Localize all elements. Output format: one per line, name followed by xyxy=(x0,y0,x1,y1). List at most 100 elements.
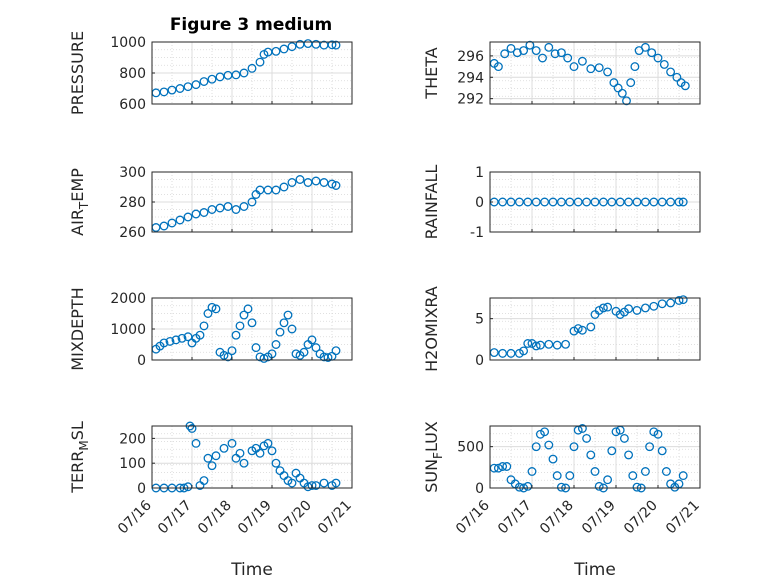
data-point xyxy=(223,352,233,362)
data-point xyxy=(657,299,667,309)
data-point xyxy=(632,482,642,492)
data-point xyxy=(287,178,297,187)
y-tick-label: 800 xyxy=(119,66,146,82)
data-point xyxy=(323,353,333,362)
y-tick-label: 294 xyxy=(457,70,484,86)
data-point xyxy=(177,333,187,343)
data-point xyxy=(624,450,634,460)
data-point xyxy=(645,442,655,452)
data-point xyxy=(594,481,604,491)
data-point xyxy=(187,424,197,433)
data-point xyxy=(649,301,659,311)
data-point xyxy=(512,48,522,58)
data-point xyxy=(231,330,241,340)
data-point xyxy=(219,350,229,360)
axes-box xyxy=(489,297,701,361)
data-point xyxy=(659,59,669,69)
data-point xyxy=(299,347,309,357)
data-point xyxy=(640,303,650,313)
data-point xyxy=(199,208,209,217)
data-point xyxy=(657,446,667,456)
data-point xyxy=(199,77,209,86)
data-point xyxy=(569,62,579,72)
data-point xyxy=(544,440,554,450)
data-point xyxy=(531,442,541,452)
panel-6: 0 5 H2OMIXRA xyxy=(422,286,701,372)
data-point xyxy=(640,42,650,52)
x-tick-label: 07/19 xyxy=(235,498,275,538)
data-point xyxy=(167,85,177,95)
data-point xyxy=(603,475,613,485)
panel-1: 600 800 1000 PRESSURE xyxy=(68,31,353,115)
data-point xyxy=(577,56,587,66)
data-point xyxy=(540,427,550,437)
data-point xyxy=(594,63,604,73)
data-point xyxy=(603,302,613,312)
y-axis-label: AIRTEMP xyxy=(68,168,91,236)
data-point xyxy=(544,42,554,52)
data-point xyxy=(159,338,169,348)
data-point xyxy=(307,481,317,490)
data-point xyxy=(295,175,305,184)
data-point xyxy=(523,197,533,207)
y-tick-label: 260 xyxy=(119,225,146,241)
data-point xyxy=(275,327,285,337)
y-axis-label: H2OMIXRA xyxy=(422,286,441,372)
y-axis-label: THETA xyxy=(422,47,441,99)
data-point xyxy=(582,197,592,207)
data-point xyxy=(171,335,181,345)
data-point xyxy=(630,62,640,72)
data-point xyxy=(535,340,545,350)
data-point xyxy=(243,304,253,314)
x-tick-label: 07/16 xyxy=(453,497,493,537)
data-point xyxy=(263,438,273,448)
data-point xyxy=(603,67,613,77)
y-tick-label: 296 xyxy=(457,49,484,65)
x-tick-label: 07/17 xyxy=(155,498,195,538)
x-tick-label: 07/17 xyxy=(495,498,535,538)
data-point xyxy=(195,330,205,340)
data-point xyxy=(590,197,600,207)
data-point xyxy=(544,339,554,349)
data-point xyxy=(239,310,249,320)
data-point xyxy=(311,343,321,353)
data-point xyxy=(239,202,249,211)
data-point xyxy=(219,443,229,453)
data-point xyxy=(657,197,667,207)
data-point xyxy=(647,48,657,58)
data-point xyxy=(531,341,541,351)
data-point xyxy=(680,81,690,91)
data-point xyxy=(569,442,579,452)
y-tick-label: 292 xyxy=(457,92,484,108)
data-point xyxy=(666,67,676,77)
data-point xyxy=(506,43,516,53)
y-tick-label: 0 xyxy=(137,481,146,497)
data-point xyxy=(271,46,281,56)
data-point xyxy=(582,433,592,443)
y-axis-label: SUNFLUX xyxy=(422,421,445,493)
data-point xyxy=(211,451,221,461)
data-point xyxy=(498,197,508,207)
y-tick-label: 0 xyxy=(137,353,146,369)
data-point xyxy=(609,78,619,88)
y-tick-label: 0 xyxy=(475,481,484,497)
data-point xyxy=(678,197,688,207)
panel-2: 292 294 296 THETA xyxy=(422,40,701,108)
data-point xyxy=(159,221,169,231)
data-point xyxy=(251,343,261,353)
data-point xyxy=(552,471,562,481)
data-point xyxy=(624,197,634,207)
panel-3: 260 280 300 AIRTEMP xyxy=(68,165,353,241)
y-tick-label: 280 xyxy=(119,195,146,211)
data-point xyxy=(211,304,221,314)
axes-box xyxy=(489,41,701,105)
data-point xyxy=(586,64,596,74)
data-point xyxy=(613,83,623,93)
data-point xyxy=(327,179,337,189)
data-point xyxy=(577,325,587,335)
data-point xyxy=(287,478,297,488)
data-point xyxy=(607,197,617,207)
data-point xyxy=(287,324,297,334)
y-tick-label: 500 xyxy=(457,440,484,456)
data-point xyxy=(502,462,512,471)
